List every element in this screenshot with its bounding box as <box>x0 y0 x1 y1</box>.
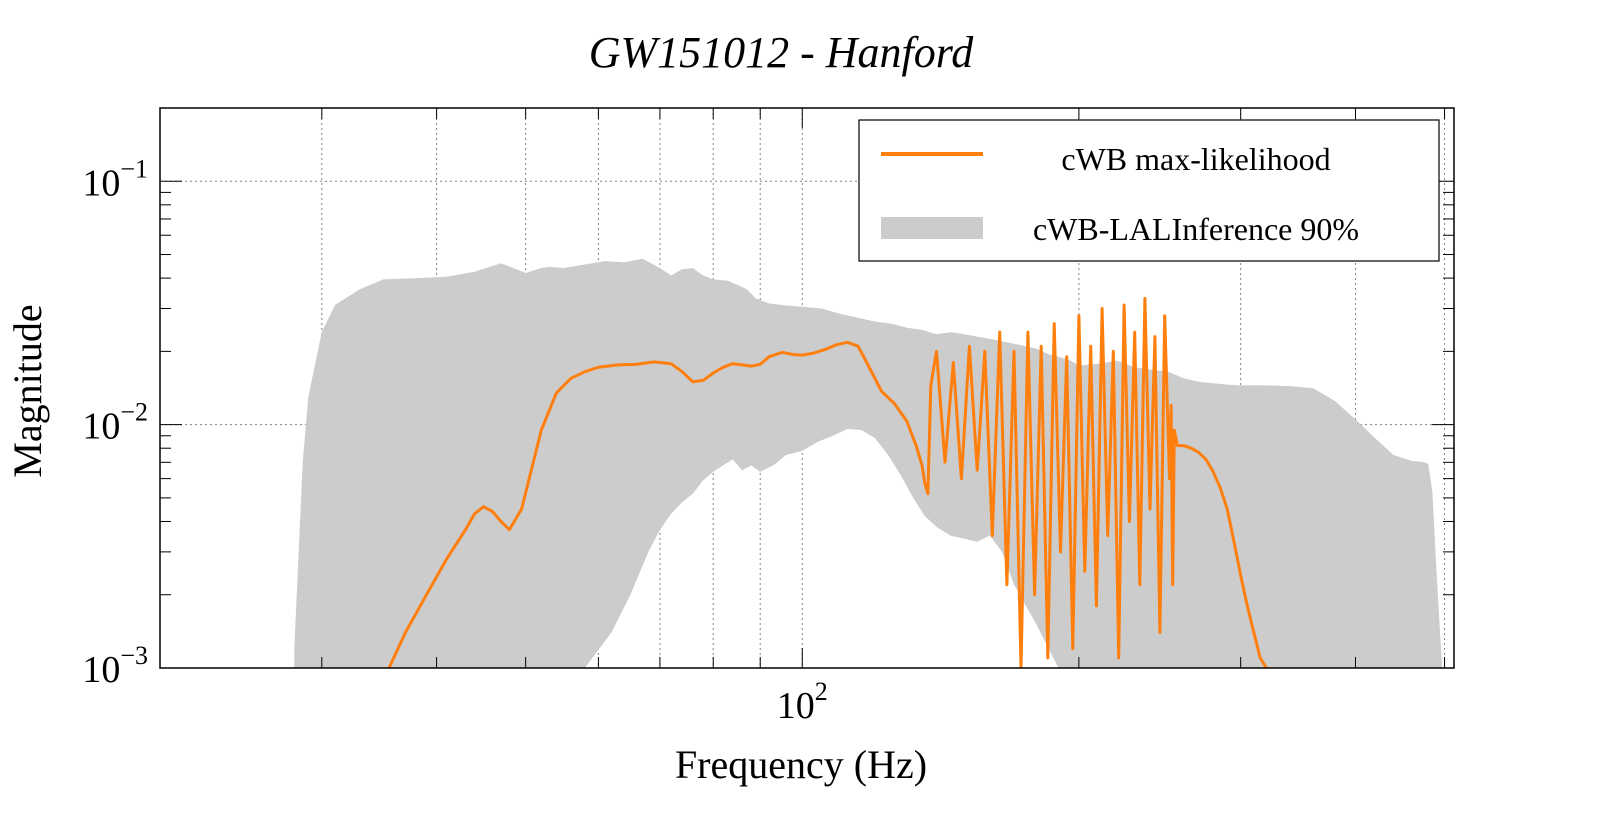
legend-band-swatch <box>881 217 983 239</box>
plot-frame <box>159 107 1455 669</box>
legend-label-line: cWB max-likelihood <box>1061 141 1330 177</box>
x-tick-label: 102 <box>777 677 828 727</box>
y-tick-label: 10−1 <box>82 154 148 204</box>
y-axis-label: Magnitude <box>5 304 50 477</box>
legend-label-band: cWB-LALInference 90% <box>1033 211 1359 247</box>
y-tick-label: 10−3 <box>82 641 148 691</box>
legend: cWB max-likelihood cWB-LALInference 90% <box>858 119 1440 262</box>
tick-labels: 10−1 10−2 10−3 102 <box>82 154 827 727</box>
likelihood-line-layer <box>387 296 1268 668</box>
line-cwb-max-likelihood <box>387 296 1268 668</box>
band-cwb-lalinference-90 <box>294 258 1443 668</box>
chart-title: GW151012 - Hanford <box>589 28 975 77</box>
confidence-band-layer <box>294 258 1443 668</box>
y-tick-label: 10−2 <box>82 398 148 448</box>
x-axis-label: Frequency (Hz) <box>675 742 927 787</box>
